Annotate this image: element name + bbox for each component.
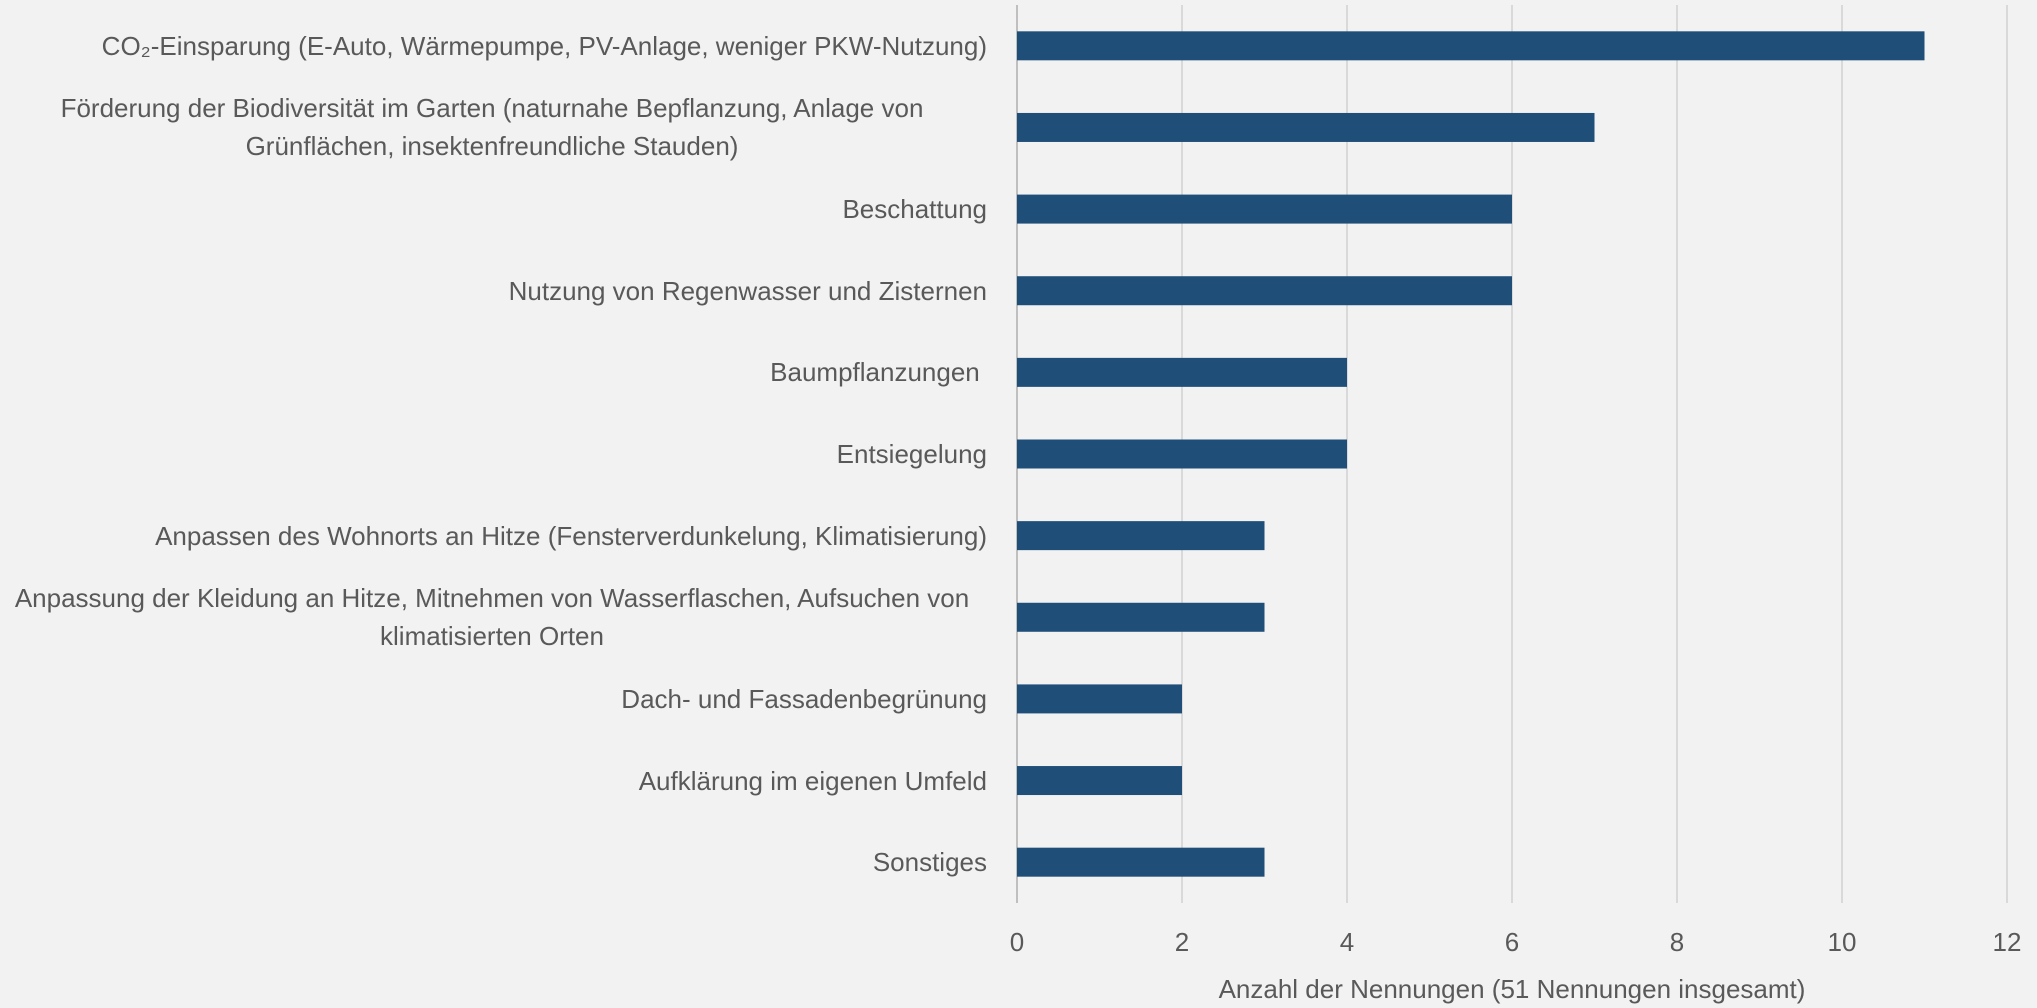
- category-label-box: Entsiegelung: [0, 435, 987, 473]
- x-tick-label: 10: [1828, 927, 1857, 957]
- category-label-box: Nutzung von Regenwasser und Zisternen: [0, 272, 987, 310]
- bar: [1017, 439, 1347, 469]
- category-label-box: Anpassen des Wohnorts an Hitze (Fensterv…: [0, 517, 987, 555]
- y-tick-label: Aufklärung im eigenen Umfeld: [638, 765, 987, 796]
- category-label-box: Förderung der Biodiversität im Garten (n…: [0, 89, 987, 165]
- bar: [1017, 194, 1512, 224]
- category-label-box: Beschattung: [0, 190, 987, 228]
- y-tick-label: CO₂-Einsparung (E-Auto, Wärmepumpe, PV-A…: [101, 30, 987, 61]
- bar: [1017, 276, 1512, 306]
- y-tick-label: Dach- und Fassadenbegrünung: [621, 683, 987, 714]
- bar: [1017, 602, 1265, 632]
- bar: [1017, 766, 1182, 796]
- category-label-box: Anpassung der Kleidung an Hitze, Mitnehm…: [0, 579, 987, 655]
- x-axis-title: Anzahl der Nennungen (51 Nennungen insge…: [1219, 974, 1806, 1004]
- bar: [1017, 31, 1925, 61]
- x-tick-label: 12: [1993, 927, 2022, 957]
- x-tick-label: 4: [1340, 927, 1354, 957]
- y-tick-label: Beschattung: [842, 194, 987, 225]
- category-label-box: Aufklärung im eigenen Umfeld: [0, 762, 987, 800]
- category-label-box: Baumpflanzungen: [0, 353, 987, 391]
- y-tick-label: Sonstiges: [872, 847, 987, 878]
- bar: [1017, 357, 1347, 387]
- bar: [1017, 521, 1265, 551]
- bar: [1017, 684, 1182, 714]
- y-tick-label: Baumpflanzungen: [770, 357, 987, 388]
- y-tick-label: Anpassung der Kleidung an Hitze, Mitnehm…: [14, 583, 977, 652]
- y-tick-label: Anpassen des Wohnorts an Hitze (Fensterv…: [155, 520, 987, 551]
- bar: [1017, 847, 1265, 877]
- y-tick-label: Nutzung von Regenwasser und Zisternen: [508, 275, 987, 306]
- bar: [1017, 112, 1595, 142]
- y-tick-label: Förderung der Biodiversität im Garten (n…: [60, 93, 931, 162]
- x-tick-label: 0: [1010, 927, 1024, 957]
- category-label-box: CO₂-Einsparung (E-Auto, Wärmepumpe, PV-A…: [0, 27, 987, 65]
- y-tick-label: Entsiegelung: [836, 439, 987, 469]
- x-tick-label: 2: [1175, 927, 1189, 957]
- x-tick-label: 8: [1670, 927, 1684, 957]
- x-tick-label: 6: [1505, 927, 1519, 957]
- category-label-box: Sonstiges: [0, 843, 987, 881]
- category-label-box: Dach- und Fassadenbegrünung: [0, 680, 987, 718]
